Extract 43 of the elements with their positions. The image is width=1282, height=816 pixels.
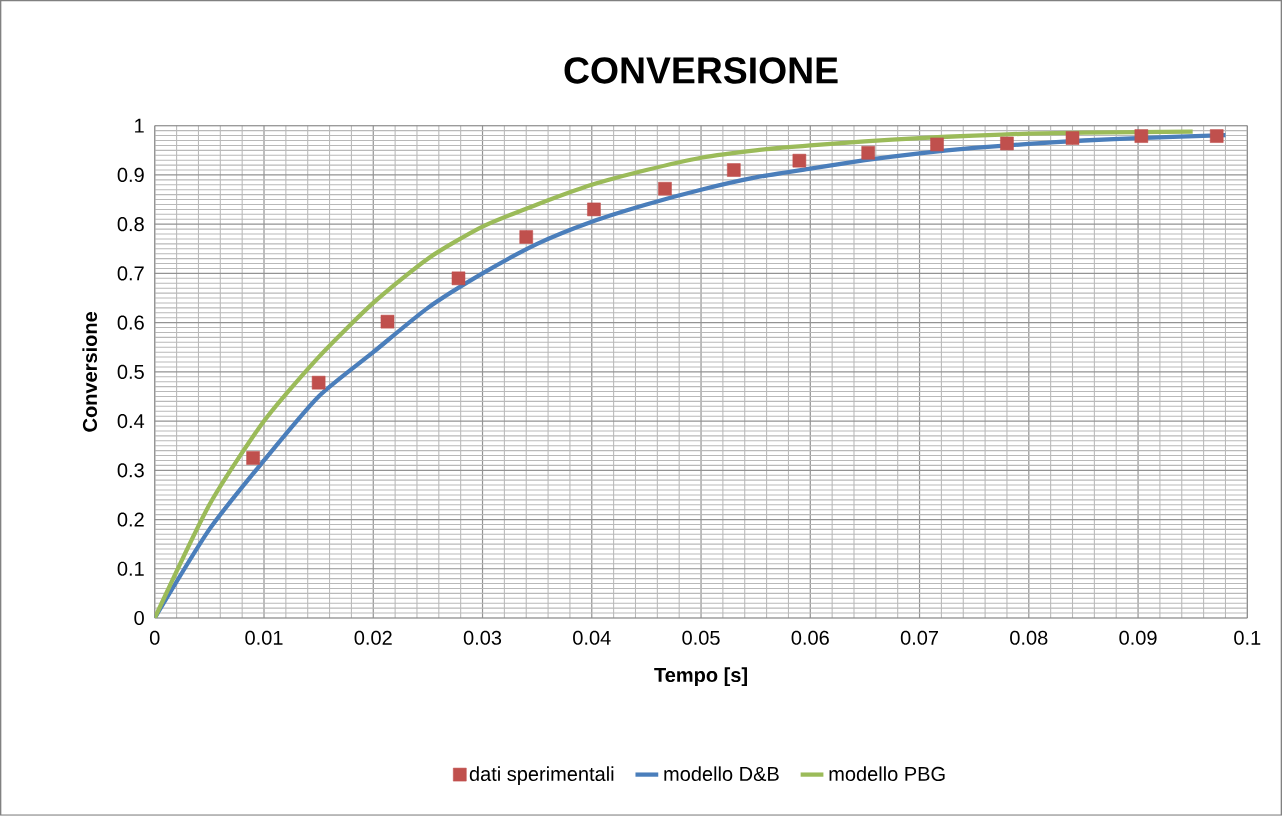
- y-tick-label: 0.6: [117, 315, 144, 330]
- point: [519, 230, 533, 244]
- x-tick-label: 0.04: [573, 630, 611, 645]
- y-tick-label: 0.7: [117, 266, 144, 281]
- point: [587, 202, 601, 217]
- y-tick-label: 0.1: [117, 561, 144, 576]
- y-axis-title: Conversione: [82, 312, 98, 432]
- x-tick-label: 0.05: [682, 630, 720, 645]
- point: [727, 163, 741, 177]
- point: [930, 137, 944, 152]
- y-tick-label: 0.4: [117, 414, 145, 429]
- legend-label: modello PBG: [829, 766, 945, 782]
- y-tick-label: 0.8: [117, 217, 144, 232]
- x-tick-label: 0: [149, 630, 160, 645]
- y-tick-label: 0.5: [117, 364, 144, 380]
- point: [451, 271, 466, 286]
- x-tick-label: 0.08: [1010, 630, 1048, 645]
- legend-label: dati sperimentali: [469, 766, 614, 786]
- point: [658, 182, 672, 196]
- x-tick-label: 0.1: [1234, 630, 1261, 645]
- y-tick-label: 0.9: [117, 167, 144, 183]
- y-tick-label: 0.3: [117, 463, 144, 478]
- x-tick-label: 0.01: [245, 630, 283, 645]
- x-tick-label: 0.03: [463, 630, 502, 645]
- point: [1065, 131, 1080, 145]
- point: [246, 451, 260, 465]
- x-tick-label: 0.09: [1119, 630, 1157, 645]
- point: [380, 315, 395, 329]
- x-tick-label: 0.06: [791, 630, 829, 645]
- y-tick-label: 1: [135, 118, 144, 133]
- x-tick-label: 0.02: [354, 630, 392, 645]
- point: [1209, 129, 1224, 143]
- point: [1000, 136, 1014, 151]
- x-tick-label: 0.07: [900, 630, 939, 645]
- chart-title: CONVERSIONE: [564, 57, 838, 84]
- y-tick-label: 0: [134, 611, 144, 626]
- point: [861, 146, 875, 160]
- legend-label: modello D&B: [664, 766, 779, 782]
- x-axis-title: Tempo [s]: [654, 667, 747, 687]
- y-tick-label: 0.2: [117, 512, 144, 527]
- point: [311, 376, 326, 390]
- point: [792, 154, 807, 168]
- point: [1134, 129, 1149, 143]
